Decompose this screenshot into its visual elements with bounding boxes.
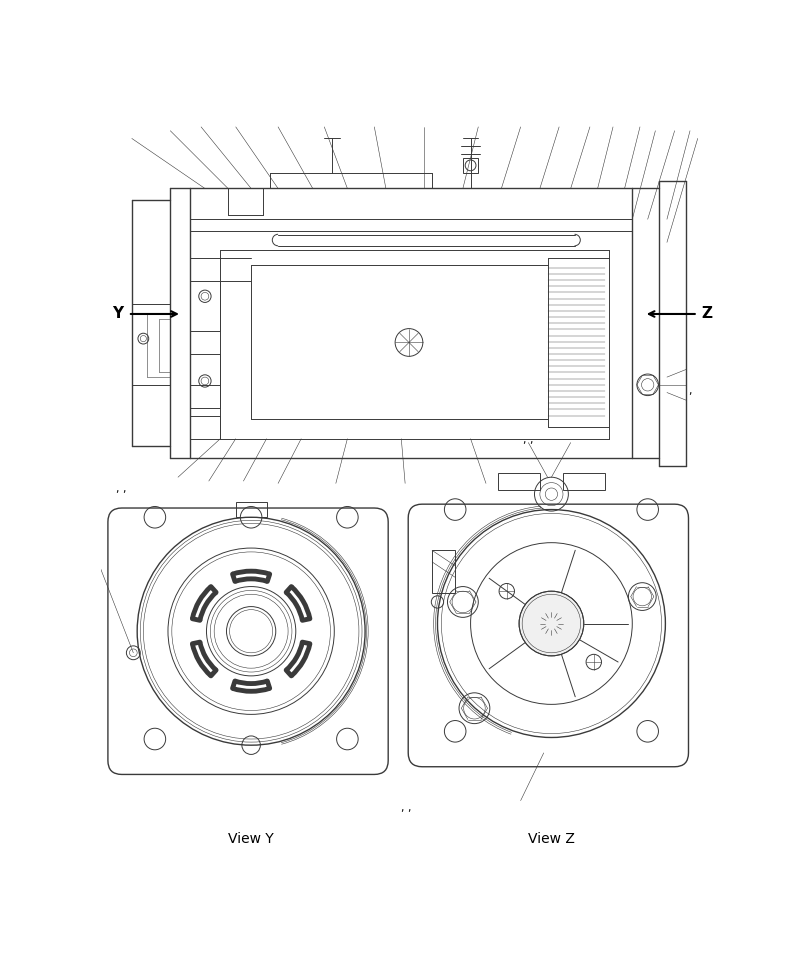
Text: , ,: , , (523, 435, 534, 445)
Text: Z: Z (702, 307, 713, 322)
Circle shape (519, 591, 584, 655)
Bar (236, 502, 267, 517)
Bar (563, 474, 605, 490)
Text: , ,: , , (401, 803, 411, 813)
Text: ,: , (687, 386, 691, 396)
Bar (463, 158, 478, 173)
Bar (497, 474, 540, 490)
Text: View Z: View Z (528, 832, 575, 846)
Bar (432, 551, 455, 593)
Text: Y: Y (112, 307, 124, 322)
Text: View Y: View Y (228, 832, 274, 846)
FancyBboxPatch shape (408, 505, 688, 767)
Text: , ,: , , (116, 483, 127, 494)
FancyBboxPatch shape (108, 508, 388, 775)
